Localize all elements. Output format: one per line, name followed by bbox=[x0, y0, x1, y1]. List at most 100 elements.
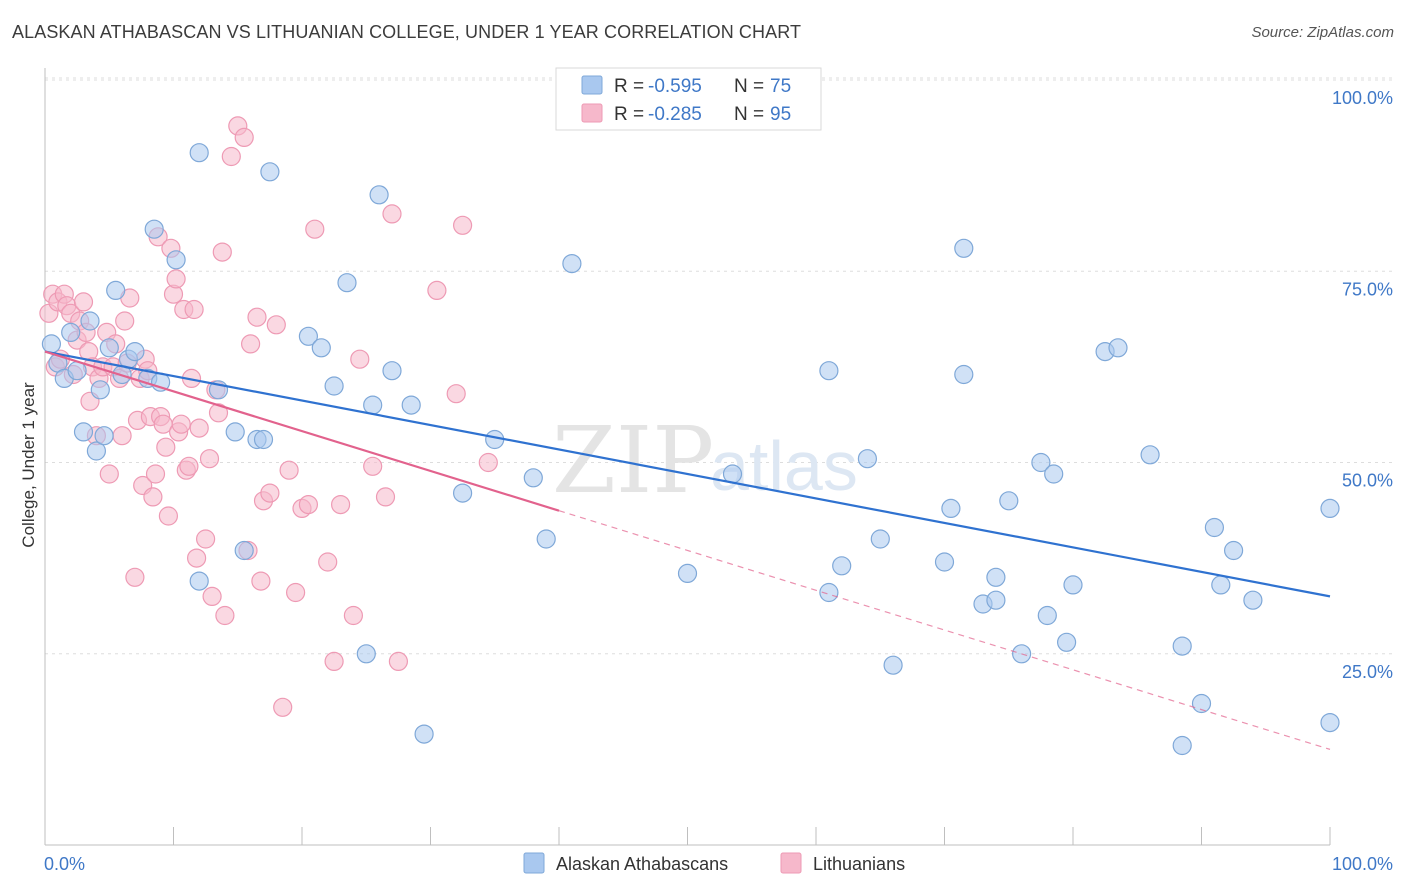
legend-swatch-pink bbox=[581, 103, 603, 123]
point-lithuanian-46 bbox=[171, 414, 191, 434]
point-athabascan-74 bbox=[1320, 712, 1340, 733]
point-lithuanian-79 bbox=[331, 495, 351, 515]
point-athabascan-34 bbox=[382, 361, 402, 381]
tick-labels: 25.0% 50.0% 75.0% 100.0% 0.0% 100.0% bbox=[44, 88, 1393, 874]
point-athabascan-26 bbox=[260, 162, 280, 182]
chart-title: ALASKAN ATHABASCAN VS LITHUANIAN COLLEGE… bbox=[12, 22, 802, 42]
point-athabascan-40 bbox=[536, 529, 556, 549]
point-athabascan-6 bbox=[80, 311, 100, 331]
series-athabascan bbox=[41, 143, 1340, 756]
point-athabascan-59 bbox=[1031, 452, 1051, 473]
bottom-legend-label-lithuanians: Lithuanians bbox=[813, 854, 905, 874]
point-athabascan-65 bbox=[1108, 338, 1128, 358]
point-athabascan-55 bbox=[986, 567, 1006, 587]
point-athabascan-25 bbox=[253, 429, 274, 450]
point-lithuanian-78 bbox=[324, 651, 344, 672]
legend-r-value-1: -0.595 bbox=[648, 76, 702, 97]
y-tick-label-25: 25.0% bbox=[1342, 662, 1393, 682]
point-lithuanian-55 bbox=[199, 449, 220, 469]
point-lithuanian-71 bbox=[273, 697, 293, 717]
bottom-legend-swatch-pink bbox=[780, 852, 802, 874]
point-athabascan-60 bbox=[1037, 605, 1057, 626]
point-athabascan-3 bbox=[61, 322, 81, 342]
x-tick-label-min: 0.0% bbox=[44, 854, 85, 874]
point-athabascan-9 bbox=[94, 426, 114, 446]
point-athabascan-14 bbox=[125, 342, 145, 362]
point-athabascan-49 bbox=[883, 655, 903, 675]
bottom-legend: Alaskan Athabascans Lithuanians bbox=[523, 852, 905, 874]
point-athabascan-31 bbox=[356, 644, 376, 664]
point-athabascan-46 bbox=[832, 556, 852, 576]
point-athabascan-33 bbox=[369, 185, 389, 205]
point-athabascan-50 bbox=[934, 552, 955, 572]
point-athabascan-67 bbox=[1172, 636, 1192, 656]
point-athabascan-51 bbox=[941, 498, 961, 518]
point-athabascan-10 bbox=[99, 338, 119, 358]
y-tick-label-75: 75.0% bbox=[1342, 279, 1393, 299]
point-athabascan-18 bbox=[166, 250, 186, 270]
point-lithuanian-83 bbox=[375, 487, 396, 507]
point-lithuanian-53 bbox=[189, 418, 209, 438]
point-lithuanian-76 bbox=[305, 219, 325, 239]
point-lithuanian-20 bbox=[99, 464, 119, 484]
point-lithuanian-87 bbox=[446, 384, 466, 404]
point-lithuanian-63 bbox=[234, 127, 254, 147]
legend-n-label-1: N = bbox=[734, 76, 764, 97]
point-lithuanian-51 bbox=[184, 299, 204, 320]
point-lithuanian-88 bbox=[453, 215, 473, 235]
legend-n-value-2: 95 bbox=[770, 104, 791, 125]
point-lithuanian-40 bbox=[156, 437, 176, 457]
point-athabascan-61 bbox=[1044, 464, 1064, 484]
point-lithuanian-82 bbox=[363, 456, 383, 476]
point-lithuanian-11 bbox=[73, 292, 94, 312]
trend-line-lithuanians-dashed bbox=[558, 510, 1331, 750]
trend-line-athabascans bbox=[44, 350, 1331, 598]
point-athabascan-30 bbox=[337, 273, 357, 293]
bottom-legend-label-athabascans: Alaskan Athabascans bbox=[556, 854, 728, 874]
legend: R = -0.595 N = 75 R = -0.285 N = 95 bbox=[555, 67, 822, 131]
point-lithuanian-52 bbox=[187, 548, 207, 568]
point-lithuanian-84 bbox=[382, 204, 402, 224]
chart-source: Source: ZipAtlas.com bbox=[1251, 24, 1394, 41]
point-athabascan-19 bbox=[189, 143, 209, 163]
point-athabascan-11 bbox=[106, 280, 126, 300]
point-athabascan-48 bbox=[870, 529, 890, 549]
point-athabascan-36 bbox=[414, 724, 434, 744]
point-athabascan-53 bbox=[954, 364, 974, 385]
point-athabascan-35 bbox=[401, 395, 421, 415]
point-lithuanian-67 bbox=[251, 571, 271, 591]
point-lithuanian-75 bbox=[298, 495, 318, 515]
y-tick-label-50: 50.0% bbox=[1342, 471, 1393, 491]
point-lithuanian-81 bbox=[350, 349, 370, 369]
point-athabascan-28 bbox=[311, 338, 331, 358]
watermark-zip: ZIP bbox=[552, 407, 714, 514]
point-lithuanian-65 bbox=[241, 334, 261, 354]
point-athabascan-8 bbox=[90, 380, 110, 400]
point-athabascan-45 bbox=[819, 582, 839, 603]
trend-line-lithuanians-solid bbox=[44, 350, 560, 512]
point-athabascan-68 bbox=[1172, 735, 1192, 756]
point-athabascan-42 bbox=[677, 563, 698, 584]
point-lithuanian-54 bbox=[196, 529, 216, 549]
grid-lines bbox=[45, 77, 1392, 655]
point-athabascan-70 bbox=[1204, 517, 1225, 538]
point-lithuanian-66 bbox=[247, 307, 267, 327]
point-athabascan-52 bbox=[954, 238, 974, 258]
axes bbox=[44, 68, 1331, 846]
point-lithuanian-24 bbox=[112, 426, 132, 446]
point-athabascan-5 bbox=[73, 422, 94, 442]
point-athabascan-29 bbox=[324, 376, 344, 396]
point-lithuanian-49 bbox=[179, 456, 199, 476]
point-lithuanian-59 bbox=[212, 242, 232, 262]
y-axis-label: College, Under 1 year bbox=[19, 382, 38, 548]
point-athabascan-62 bbox=[1056, 632, 1077, 652]
point-athabascan-56 bbox=[986, 590, 1006, 610]
point-athabascan-22 bbox=[225, 422, 245, 442]
point-athabascan-39 bbox=[523, 468, 543, 488]
point-athabascan-66 bbox=[1140, 445, 1160, 465]
point-lithuanian-73 bbox=[286, 582, 306, 603]
point-athabascan-0 bbox=[41, 334, 62, 354]
point-athabascan-32 bbox=[363, 395, 383, 415]
point-athabascan-23 bbox=[234, 540, 254, 561]
point-lithuanian-80 bbox=[343, 605, 363, 626]
